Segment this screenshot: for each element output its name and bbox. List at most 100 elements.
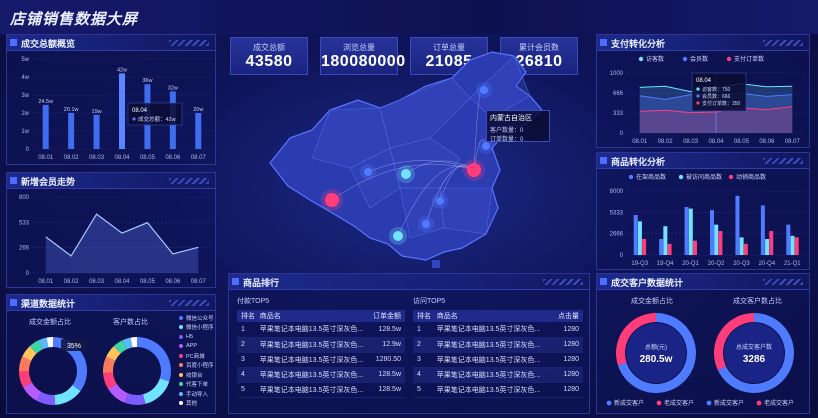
table-cell: 2 [413,337,433,353]
x-tick-label: 08.06 [759,139,775,145]
kpi-label: 浏览总量 [343,43,375,52]
table-cell: 1 [237,322,256,338]
table-row[interactable]: 2 苹果笔记本电脑13.5英寸深灰色... 1280 [413,337,583,353]
pay-top5-table: 排名 商品名 订单金额 1 苹果笔记本电脑13.5英寸深灰色... 128.5w 2 苹果笔记… [237,310,405,398]
kpi-label: 成交总额 [253,43,285,52]
bar [667,243,672,255]
table-row[interactable]: 3 苹果笔记本电脑13.5英寸深灰色... 1280.50 [237,352,405,368]
panel-customer-stats: 成交客户数据统计 成交金额占比 成交客户数占比 总额(元) 280.5w 总成交客… [596,273,810,414]
map-province [399,187,445,239]
tooltip-marker [696,94,700,98]
header-marker [600,39,607,46]
table-cell: 苹果笔记本电脑13.5英寸深灰色... [432,382,552,398]
kpi-value: 43580 [245,53,293,70]
legend-label: APP [186,343,198,350]
bar [735,195,740,255]
y-tick-label: 5w [21,57,29,63]
pie-slice [19,371,32,388]
table-row[interactable]: 1 苹果笔记本电脑13.5英寸深灰色... 128.5w [237,322,405,338]
header-decoration [763,279,803,285]
panel-header: 新增会员走势 [7,173,215,189]
map-point [393,231,403,241]
legend-label: 动销商品数 [736,173,766,181]
pie-slice [130,337,137,348]
map-tooltip-line: 订单数量：0 [490,137,524,143]
panel-title: 支付转化分析 [611,40,666,50]
legend-marker [179,363,183,368]
x-tick-label: 08.06 [165,279,181,285]
table-row[interactable]: 3 苹果笔记本电脑13.5英寸深灰色... 1280 [413,352,583,368]
pie-slice [46,337,53,348]
area-fill [45,214,199,273]
table-cell: 1 [413,322,433,338]
legend-label: PC商城 [186,353,205,360]
header-decoration [763,158,803,164]
bar-data-label: 36w [142,78,152,84]
bar [739,237,744,255]
table-cell: 1280 [551,382,583,398]
map-point [401,169,411,179]
map-point [480,86,488,94]
table-row[interactable]: 4 苹果笔记本电脑13.5英寸深灰色... 1280 [413,367,583,383]
pie-slice [19,356,32,371]
bar [760,205,765,255]
flow-line [367,160,475,173]
column-header: 订单金额 [367,310,405,322]
chart-badge [61,339,87,351]
kpi-value: 21085 [425,53,473,70]
map-tooltip: 内蒙古自治区 客户数量：0 订单数量：0 [486,110,550,143]
customer-count-donut: 总成交客户数 3286 [714,313,794,393]
bar [743,243,748,255]
kpi-label: 累计会员数 [519,43,559,52]
header-marker [10,299,17,306]
table-row[interactable]: 4 苹果笔记本电脑13.5英寸深灰色... 128.5w [237,367,405,383]
bar [663,226,668,255]
bar-data-label: 24.5w [38,99,53,105]
table-cell: 苹果笔记本电脑13.5英寸深灰色... [255,367,368,383]
bar [684,207,689,255]
map-island [432,260,440,268]
x-tick-label: 08.01 [632,139,648,145]
kpi-label: 订单总量 [433,43,465,52]
channel-amount-donut: 35% [19,337,87,405]
badge-text: 35% [67,343,81,350]
table-cell: 苹果笔记本电脑13.5英寸深灰色... [255,382,368,398]
table-row[interactable]: 5 苹果笔记本电脑13.5英寸深灰色... 1280 [413,382,583,398]
y-tick-label: 333 [613,111,624,117]
x-tick-label: 20-Q1 [682,261,699,267]
bar [637,221,642,255]
map-point [467,163,481,177]
panel-title: 新增会员走势 [21,178,76,188]
header-decoration [543,279,583,285]
bar-data-label: 19w [92,109,102,115]
chart-tooltip [127,102,183,126]
x-tick-label: 08.04 [114,279,130,285]
bar-data-label: 20.1w [64,107,79,113]
tooltip-marker [696,87,700,91]
legend-item: 其他 [179,399,217,409]
x-tick-label: 08.05 [734,139,750,145]
bar [688,208,693,255]
goods-bar-chart: 在架商品数 被访问商品数 动销商品数 0 2666 5333 8000 19-Q3 19-Q4 2… [610,173,805,267]
y-tick-label: 0 [620,131,624,137]
y-tick-label: 0 [26,147,30,153]
y-tick-label: 2666 [610,232,624,238]
table-row[interactable]: 5 苹果笔记本电脑13.5英寸深灰色... 128.5w [237,382,405,398]
x-tick-label: 08.05 [140,279,156,285]
column-header: 点击量 [551,310,583,322]
table-cell: 4 [237,367,256,383]
tooltip-text: 支付订单数：350 [702,100,741,107]
bar [93,114,100,149]
legend-label: 收银台 [186,372,203,379]
pie-slice [137,337,171,382]
table-row[interactable]: 1 苹果笔记本电脑13.5英寸深灰色... 1280 [413,322,583,338]
table-row[interactable]: 2 苹果笔记本电脑13.5英寸深灰色... 12.9w [237,337,405,353]
bar-data-label: 20w [193,107,203,113]
panel-title: 商品转化分析 [611,158,666,168]
y-tick-label: 4w [21,75,29,81]
x-tick-label: 20-Q4 [759,261,776,267]
flow-line [405,160,475,175]
kpi-card-deal: 成交总额 43580 [230,37,308,75]
x-tick-label: 08.03 [89,155,105,161]
legend-marker [638,56,644,62]
